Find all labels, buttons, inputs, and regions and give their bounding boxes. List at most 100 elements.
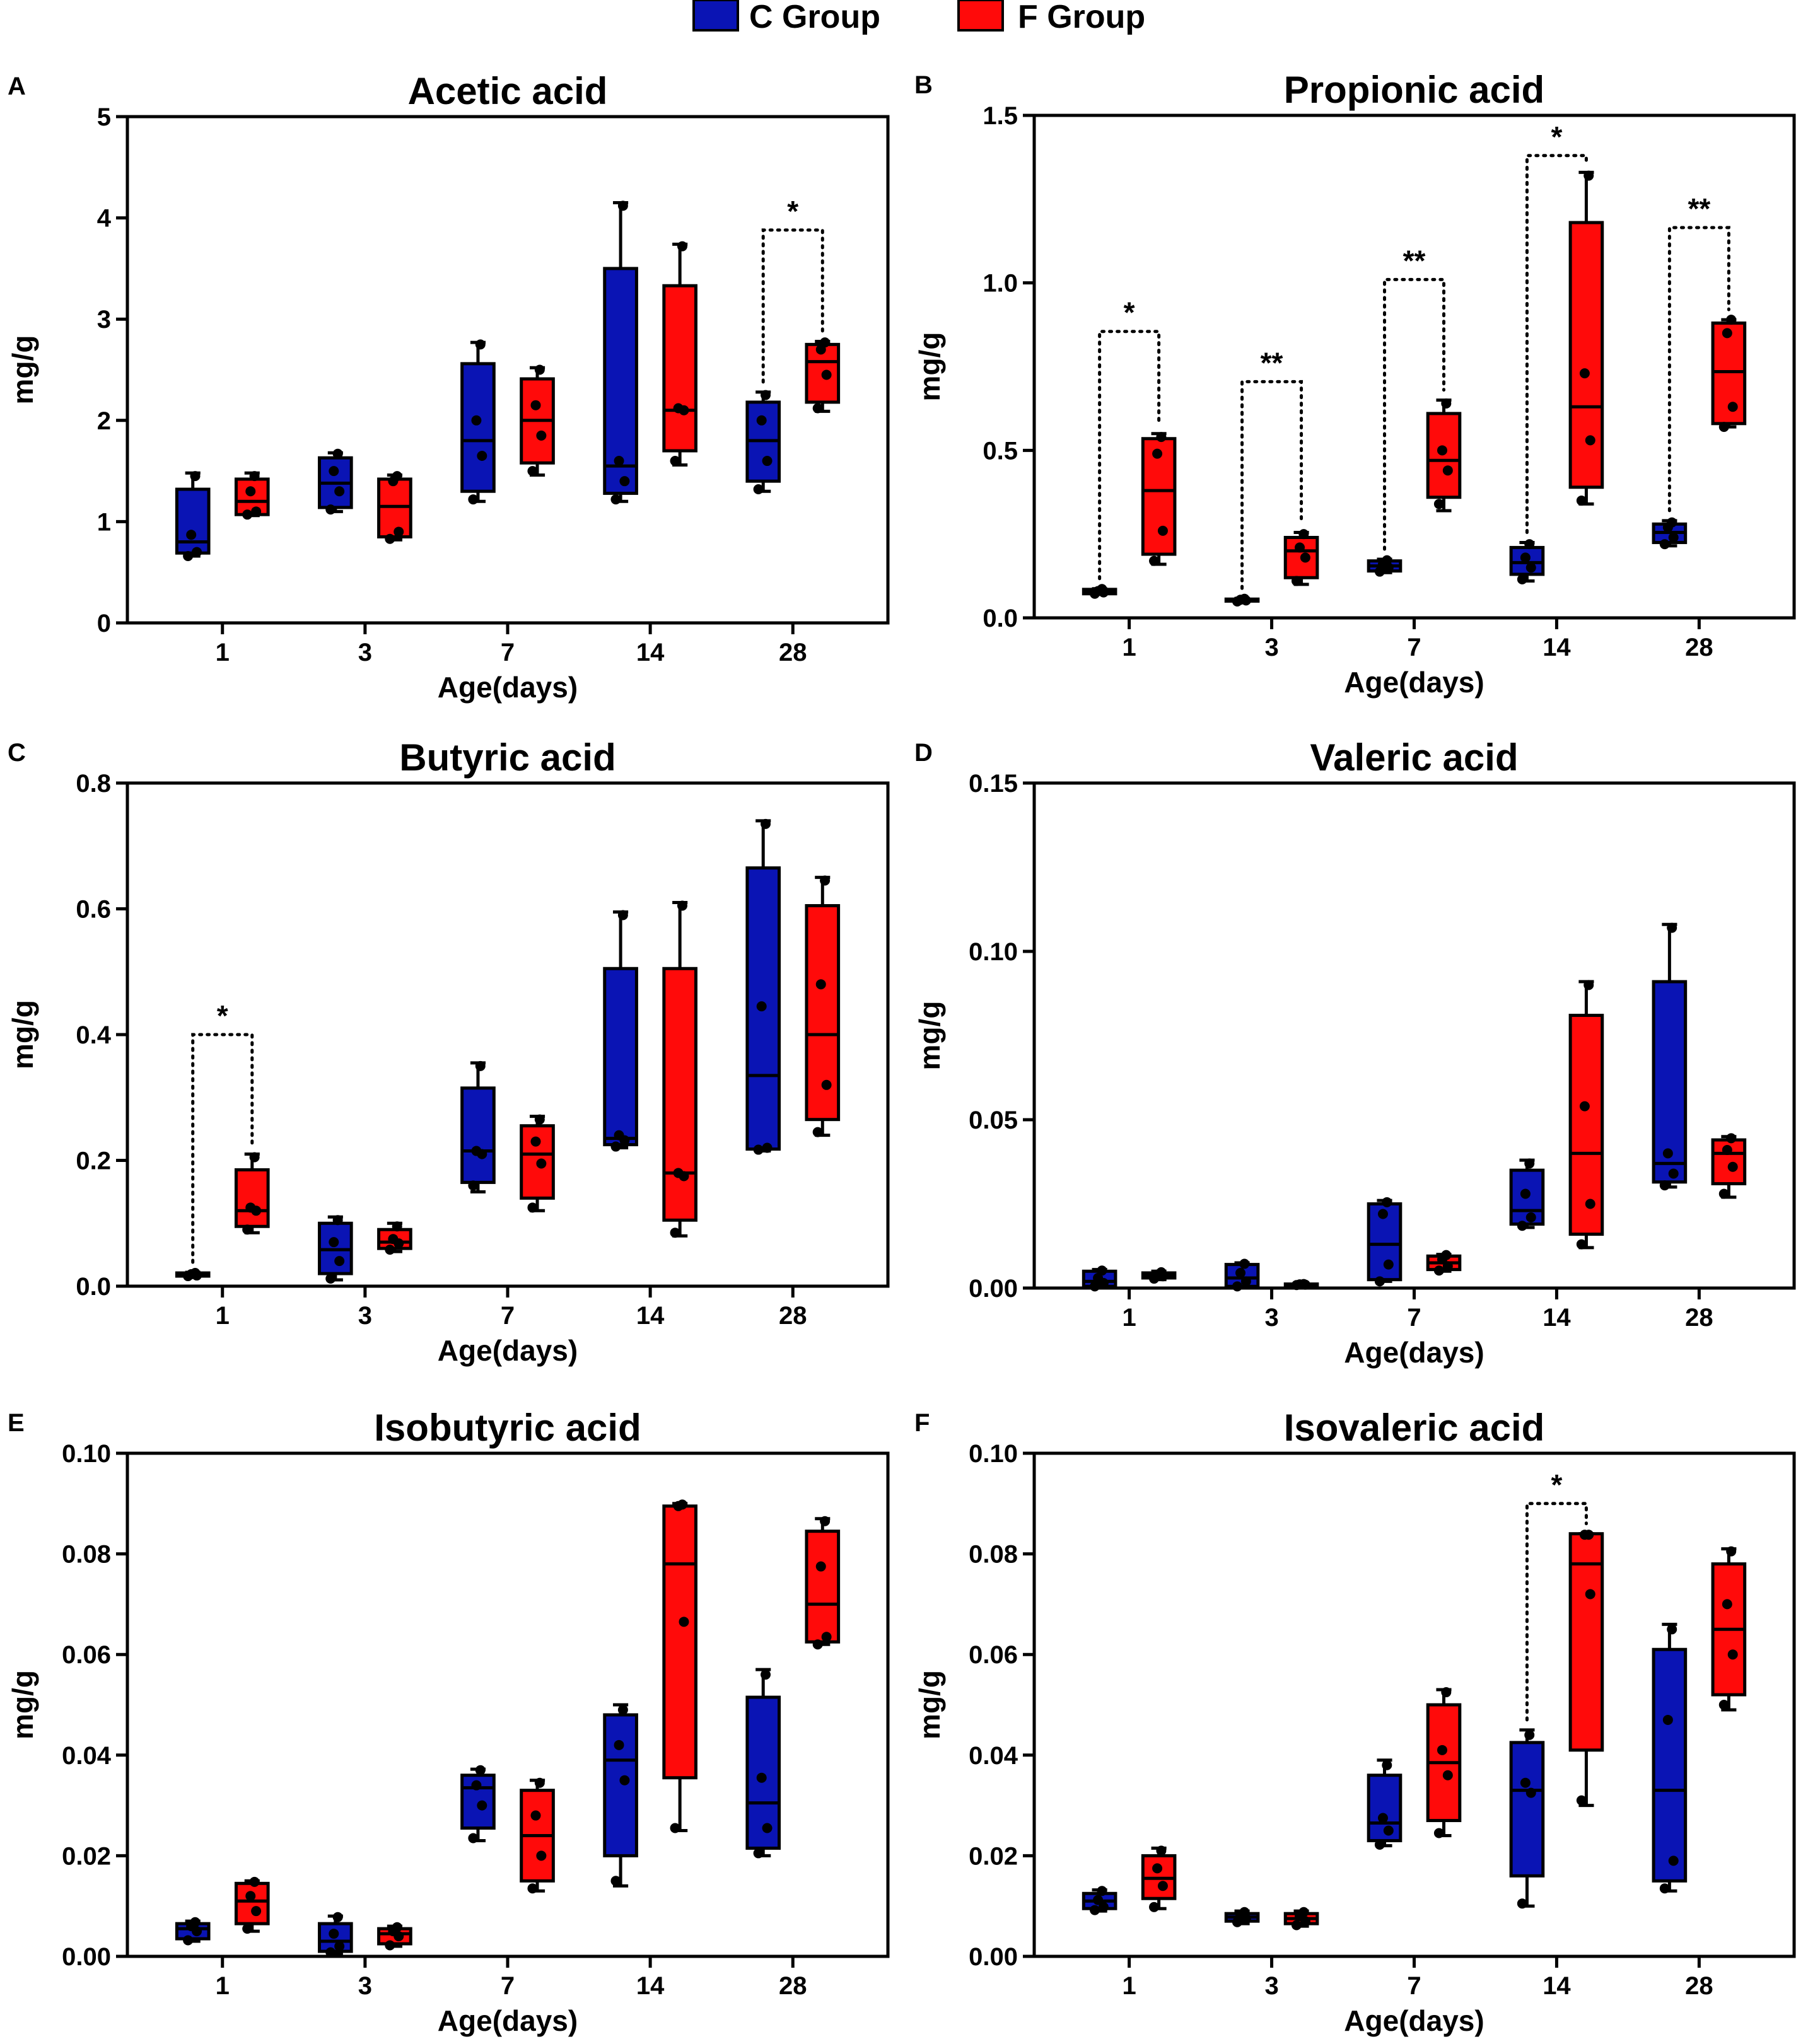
data-point — [329, 466, 339, 477]
data-point — [536, 430, 547, 441]
data-point — [761, 1669, 771, 1680]
data-point — [1441, 398, 1452, 409]
data-point — [1300, 552, 1310, 563]
data-point — [1239, 1907, 1250, 1917]
y-tick-label: 0.06 — [969, 1641, 1018, 1669]
box-c-group-day-14 — [1509, 539, 1545, 584]
box-c-group-day-3 — [1224, 593, 1260, 607]
box-f-group-day-28 — [805, 1516, 841, 1650]
significance-label: * — [1551, 1468, 1562, 1501]
box-f-group-day-14 — [662, 241, 697, 467]
data-point — [1239, 1258, 1250, 1269]
data-point — [475, 339, 486, 350]
data-point — [1433, 1265, 1444, 1276]
data-point — [1520, 552, 1531, 563]
x-axis-label: Age(days) — [1344, 2004, 1484, 2037]
box-c-group-day-7 — [460, 1060, 496, 1193]
panel-letter: E — [8, 1409, 25, 1437]
x-tick-label: 1 — [1123, 1972, 1136, 2000]
data-point — [617, 200, 628, 211]
y-tick-label: 4 — [97, 205, 112, 233]
box-c-group-day-3 — [318, 1912, 353, 1958]
data-point — [534, 1114, 545, 1125]
data-point — [527, 466, 538, 477]
box-c-group-day-28 — [1652, 517, 1688, 550]
data-point — [1576, 496, 1587, 506]
data-point — [471, 1780, 482, 1791]
x-tick-label: 14 — [636, 1972, 665, 2000]
data-point — [1442, 465, 1453, 476]
y-tick-label: 0.5 — [983, 437, 1018, 465]
data-point — [677, 241, 687, 252]
y-tick-label: 0 — [97, 610, 111, 637]
legend-swatch-f-group — [957, 0, 1004, 32]
y-axis-label: mg/g — [6, 335, 39, 405]
data-point — [1727, 402, 1738, 412]
data-point — [475, 1060, 486, 1071]
data-point — [812, 1639, 823, 1650]
legend: C Group F Group — [692, 0, 1145, 35]
box-f-group-day-1 — [234, 471, 270, 520]
data-point — [1722, 1599, 1732, 1610]
data-point — [670, 456, 680, 467]
data-point — [325, 1947, 336, 1958]
y-tick-label: 0.08 — [969, 1541, 1018, 1569]
data-point — [1097, 1265, 1107, 1276]
data-point — [1727, 1649, 1738, 1660]
data-point — [617, 1704, 628, 1715]
data-point — [1659, 1180, 1670, 1191]
data-point — [1382, 555, 1392, 566]
x-tick-label: 3 — [1264, 634, 1278, 661]
y-axis-label: mg/g — [6, 1000, 39, 1069]
x-tick-label: 7 — [501, 1302, 515, 1330]
data-point — [251, 1906, 262, 1917]
y-tick-label: 0.05 — [969, 1106, 1018, 1134]
y-tick-label: 0.08 — [62, 1541, 111, 1569]
data-point — [1097, 584, 1107, 595]
data-point — [1298, 529, 1309, 540]
data-point — [334, 486, 345, 497]
y-tick-label: 0.2 — [76, 1147, 111, 1175]
data-point — [1382, 1197, 1392, 1207]
data-point — [1433, 499, 1444, 509]
data-point — [677, 900, 687, 911]
data-point — [1583, 980, 1594, 990]
box-body — [234, 1881, 270, 1925]
box-body — [662, 967, 697, 1222]
data-point — [619, 476, 630, 487]
x-tick-label: 3 — [1264, 1304, 1278, 1332]
significance-bracket: * — [1525, 120, 1588, 534]
data-point — [392, 1221, 402, 1232]
data-point — [186, 530, 197, 540]
data-point — [1576, 1795, 1587, 1806]
data-point — [753, 1144, 764, 1155]
data-point — [394, 526, 404, 537]
data-point — [392, 1922, 402, 1932]
significance-label: * — [1124, 296, 1135, 329]
data-point — [1442, 1261, 1453, 1272]
box-f-group-day-7 — [1426, 398, 1462, 513]
data-point — [762, 456, 773, 467]
data-point — [1525, 1787, 1536, 1798]
data-point — [1718, 1700, 1729, 1710]
box-f-group-day-1 — [234, 1152, 270, 1235]
y-tick-label: 0.02 — [62, 1842, 111, 1870]
data-point — [475, 1765, 486, 1775]
data-point — [1722, 328, 1732, 339]
data-point — [1585, 1589, 1595, 1600]
y-tick-label: 5 — [97, 103, 111, 131]
panel-title: Acetic acid — [408, 70, 608, 112]
data-point — [1524, 539, 1535, 550]
data-point — [812, 1127, 823, 1137]
data-point — [1667, 1624, 1677, 1635]
data-point — [1437, 1745, 1447, 1755]
x-tick-label: 28 — [1685, 1304, 1713, 1332]
data-point — [1157, 1881, 1168, 1891]
data-point — [1156, 1267, 1167, 1277]
data-point — [1726, 1133, 1737, 1144]
bracket-line — [1667, 226, 1730, 513]
y-axis-label: mg/g — [913, 1001, 946, 1071]
data-point — [242, 1924, 253, 1934]
data-point — [1383, 1259, 1394, 1270]
